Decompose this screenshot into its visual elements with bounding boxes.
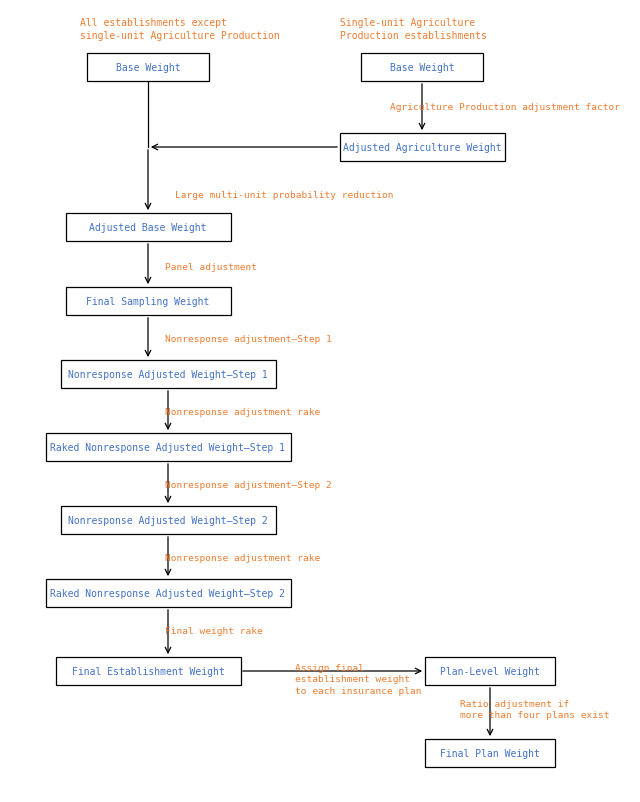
Text: Nonresponse Adjusted Weight—Step 1: Nonresponse Adjusted Weight—Step 1 (68, 370, 268, 379)
FancyBboxPatch shape (45, 433, 291, 461)
FancyBboxPatch shape (339, 134, 504, 162)
Text: Base Weight: Base Weight (390, 63, 454, 73)
Text: Nonresponse Adjusted Weight—Step 2: Nonresponse Adjusted Weight—Step 2 (68, 516, 268, 525)
Text: Adjusted Agriculture Weight: Adjusted Agriculture Weight (342, 143, 501, 153)
FancyBboxPatch shape (61, 506, 275, 534)
Text: Assign final
establishment weight
to each insurance plan: Assign final establishment weight to eac… (295, 663, 422, 695)
Text: Ratio adjustment if
more than four plans exist: Ratio adjustment if more than four plans… (460, 699, 609, 719)
Text: Raked Nonresponse Adjusted Weight—Step 1: Raked Nonresponse Adjusted Weight—Step 1 (51, 443, 285, 452)
FancyBboxPatch shape (361, 54, 483, 82)
FancyBboxPatch shape (425, 739, 555, 767)
Text: Final Sampling Weight: Final Sampling Weight (86, 297, 210, 306)
Text: Final Establishment Weight: Final Establishment Weight (72, 666, 225, 676)
Text: Base Weight: Base Weight (116, 63, 180, 73)
Text: Nonresponse adjustment rake: Nonresponse adjustment rake (165, 554, 320, 563)
Text: All establishments except
single-unit Agriculture Production: All establishments except single-unit Ag… (80, 18, 280, 41)
Text: Panel adjustment: Panel adjustment (165, 263, 257, 272)
FancyBboxPatch shape (45, 579, 291, 607)
Text: Large multi-unit probability reduction: Large multi-unit probability reduction (175, 191, 394, 200)
FancyBboxPatch shape (56, 657, 241, 685)
Text: Nonresponse adjustment—Step 2: Nonresponse adjustment—Step 2 (165, 481, 332, 490)
Text: Plan-Level Weight: Plan-Level Weight (440, 666, 540, 676)
Text: Final weight rake: Final weight rake (165, 626, 263, 636)
Text: Nonresponse adjustment—Step 1: Nonresponse adjustment—Step 1 (165, 335, 332, 344)
FancyBboxPatch shape (65, 214, 230, 241)
Text: Adjusted Base Weight: Adjusted Base Weight (89, 223, 207, 233)
FancyBboxPatch shape (65, 288, 230, 316)
Text: Single-unit Agriculture
Production establishments: Single-unit Agriculture Production estab… (340, 18, 487, 41)
Text: Final Plan Weight: Final Plan Weight (440, 748, 540, 758)
Text: Agriculture Production adjustment factor: Agriculture Production adjustment factor (390, 103, 620, 112)
FancyBboxPatch shape (425, 657, 555, 685)
Text: Nonresponse adjustment rake: Nonresponse adjustment rake (165, 408, 320, 417)
FancyBboxPatch shape (87, 54, 209, 82)
Text: Raked Nonresponse Adjusted Weight—Step 2: Raked Nonresponse Adjusted Weight—Step 2 (51, 588, 285, 598)
FancyBboxPatch shape (61, 361, 275, 388)
